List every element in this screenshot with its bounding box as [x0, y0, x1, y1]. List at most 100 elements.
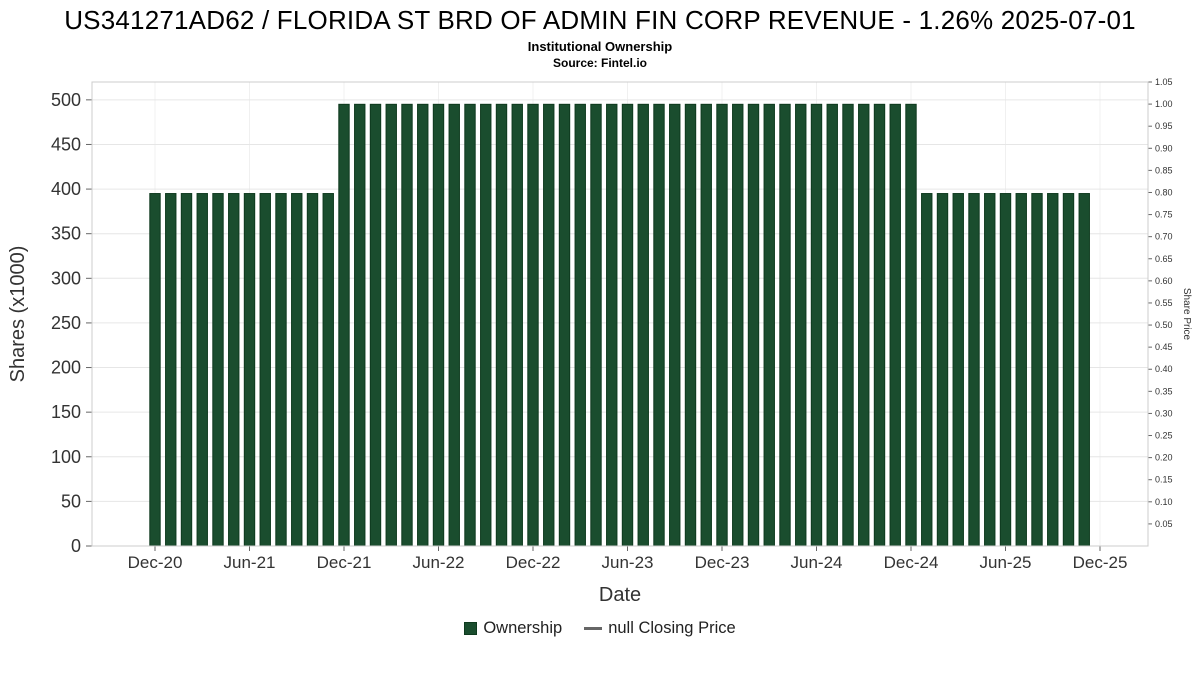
ownership-bar: [637, 104, 649, 547]
x-tick-label: Jun-24: [791, 553, 843, 572]
ownership-bar: [495, 104, 508, 547]
y-tick-label-right: 0.05: [1155, 519, 1173, 529]
ownership-bar: [873, 104, 886, 547]
y-tick-label-left: 400: [51, 179, 81, 199]
ownership-bar: [968, 193, 980, 547]
y-tick-label-right: 0.15: [1155, 475, 1173, 485]
ownership-bar: [936, 193, 949, 547]
legend-item-closing-price[interactable]: null Closing Price: [584, 618, 736, 638]
ownership-bar: [779, 104, 791, 547]
ownership-bar: [212, 193, 224, 547]
y-tick-label-right: 0.75: [1155, 210, 1173, 220]
ownership-bar: [795, 104, 807, 547]
x-tick-label: Dec-25: [1073, 553, 1128, 572]
y-tick-label-left: 500: [51, 90, 81, 110]
ownership-bar: [385, 104, 397, 547]
ownership-bar: [1015, 193, 1027, 547]
chart-source-label: Source: Fintel.io: [552, 56, 647, 71]
ownership-bar: [417, 104, 429, 547]
ownership-bar: [684, 104, 697, 547]
ownership-bar: [826, 104, 838, 547]
ownership-bar: [543, 104, 555, 547]
plot-area: Dec-20 Jun-21 Dec-21 Jun-22 Dec-22 Jun-23 Dec-…: [51, 77, 1173, 572]
y-axis-label-right: Share Price: [1181, 288, 1192, 341]
ownership-bar: [243, 193, 256, 547]
y-tick-label-right: 0.65: [1155, 254, 1173, 264]
ownership-bar: [574, 104, 586, 547]
ownership-bar: [842, 104, 854, 547]
y-tick-label-left: 50: [61, 492, 81, 512]
ownership-bar: [1062, 193, 1075, 547]
x-tick-label: Jun-25: [980, 553, 1032, 572]
y-tick-label-right: 0.30: [1155, 409, 1173, 419]
ownership-bar: [763, 104, 775, 547]
y-tick-label-left: 150: [51, 402, 81, 422]
y-tick-label-right: 0.80: [1155, 188, 1173, 198]
legend-item-ownership[interactable]: Ownership: [464, 619, 562, 638]
y-axis-label-left: Shares (x1000): [7, 246, 29, 383]
plot-border: [91, 81, 1149, 547]
chart-legend: Ownership null Closing Price: [0, 615, 1200, 641]
y-tick-label-right: 0.70: [1155, 232, 1173, 242]
ownership-bar: [810, 104, 823, 547]
y-tick-label-left: 350: [51, 224, 81, 244]
y-tick-label-left: 450: [51, 135, 81, 155]
chart-subtitle: Institutional Ownership: [527, 39, 673, 55]
ownership-bar: [432, 104, 445, 547]
ownership-bar: [354, 104, 366, 547]
x-tick-label: Jun-21: [224, 553, 276, 572]
ownership-bar: [1078, 193, 1090, 547]
legend-label-closing-price: null Closing Price: [608, 618, 736, 637]
y-tick-label-right: 0.20: [1155, 453, 1173, 463]
y-tick-label-right: 0.45: [1155, 342, 1173, 352]
ownership-bar: [858, 104, 870, 547]
closing-price-line-icon: [584, 627, 603, 630]
ownership-bar: [369, 104, 382, 547]
ownership-bar: [275, 193, 287, 547]
ownership-bar: [165, 193, 177, 547]
ownership-chart: Shares (x1000) Share Price Date Dec-20 Ju…: [7, 77, 1192, 606]
ownership-bar: [1047, 193, 1059, 547]
ownership-bar: [590, 104, 602, 547]
ownership-bar: [984, 193, 996, 547]
ownership-bar: [401, 104, 413, 547]
y-tick-label-right: 0.25: [1155, 431, 1173, 441]
ownership-bar: [558, 104, 571, 547]
ownership-bar: [952, 193, 964, 547]
ownership-bar: [921, 193, 933, 547]
y-tick-label-right: 0.55: [1155, 298, 1173, 308]
x-tick-label: Dec-21: [317, 553, 372, 572]
ownership-bar: [291, 193, 303, 547]
ownership-bar: [149, 193, 161, 547]
ownership-bar: [669, 104, 681, 547]
ownership-bar: [180, 193, 193, 547]
y-tick-label-right: 0.85: [1155, 166, 1173, 176]
y-tick-label-right: 0.40: [1155, 365, 1173, 375]
ownership-bar: [999, 193, 1012, 547]
ownership-bar: [306, 193, 319, 547]
y-tick-label-left: 250: [51, 313, 81, 333]
ownership-bar: [621, 104, 634, 547]
x-axis-label: Date: [599, 584, 641, 606]
y-tick-label-right: 0.50: [1155, 320, 1173, 330]
y-tick-label-right: 1.05: [1155, 77, 1173, 87]
y-tick-label-right: 0.95: [1155, 121, 1173, 131]
y-tick-label-right: 0.60: [1155, 276, 1173, 286]
ownership-bar: [464, 104, 476, 547]
y-tick-label-left: 0: [71, 536, 81, 556]
y-tick-label-right: 1.00: [1155, 99, 1173, 109]
ownership-bar: [747, 104, 760, 547]
x-tick-label: Jun-22: [413, 553, 465, 572]
ownership-swatch-icon: [464, 621, 478, 635]
ownership-bar: [511, 104, 523, 547]
legend-label-ownership: Ownership: [483, 618, 563, 637]
ownership-bar: [228, 193, 240, 547]
ownership-bar: [480, 104, 492, 547]
ownership-bar: [700, 104, 712, 547]
ownership-bar: [322, 193, 334, 547]
x-tick-label: Dec-23: [695, 553, 750, 572]
x-tick-label: Dec-20: [128, 553, 183, 572]
ownership-bar: [338, 104, 350, 547]
x-tick-label: Jun-23: [602, 553, 654, 572]
